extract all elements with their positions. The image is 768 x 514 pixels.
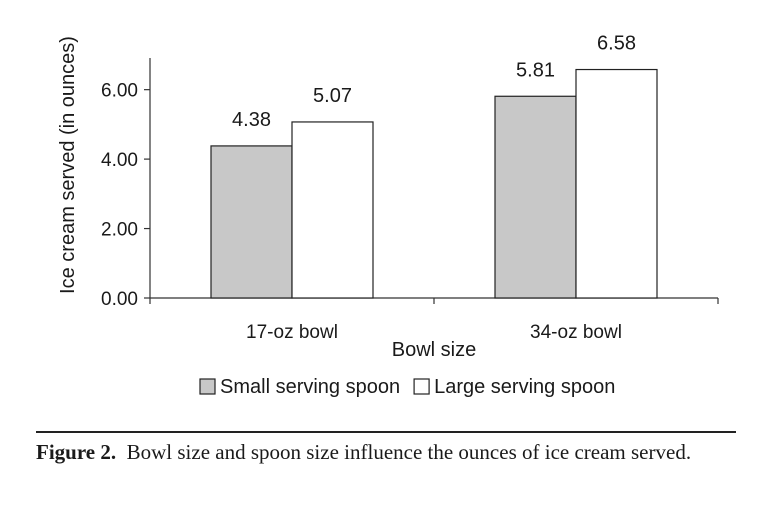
data-label: 6.58 — [597, 33, 636, 55]
y-tick-label: 6.00 — [101, 81, 138, 102]
x-axis-title: Bowl size — [392, 339, 476, 361]
figure-caption: Figure 2. Bowl size and spoon size influ… — [36, 438, 736, 466]
y-axis-title: Ice cream served (in ounces) — [57, 36, 79, 294]
x-tick-label: 34-oz bowl — [530, 322, 622, 343]
y-tick-label: 4.00 — [101, 150, 138, 171]
caption-divider — [36, 431, 736, 433]
caption-text: Bowl size and spoon size influence the o… — [126, 440, 692, 464]
legend-label: Large serving spoon — [434, 376, 615, 398]
bar — [494, 95, 577, 299]
bar — [291, 121, 374, 299]
legend-label: Small serving spoon — [220, 376, 400, 398]
data-label: 4.38 — [232, 109, 271, 131]
data-label: 5.07 — [313, 85, 352, 107]
data-label: 5.81 — [516, 59, 555, 81]
y-tick-label: 2.00 — [101, 220, 138, 241]
caption-label: Figure 2. — [36, 440, 117, 464]
y-tick-label: 0.00 — [101, 289, 138, 310]
bar-chart: 0.00 2.00 4.00 6.00 4.38 5.07 17-oz bowl 5.81 6.… — [57, 33, 719, 398]
legend-swatch — [199, 378, 216, 395]
bar — [575, 68, 658, 299]
legend-swatch — [413, 378, 430, 395]
bar — [210, 145, 293, 299]
x-tick-label: 17-oz bowl — [246, 322, 338, 343]
